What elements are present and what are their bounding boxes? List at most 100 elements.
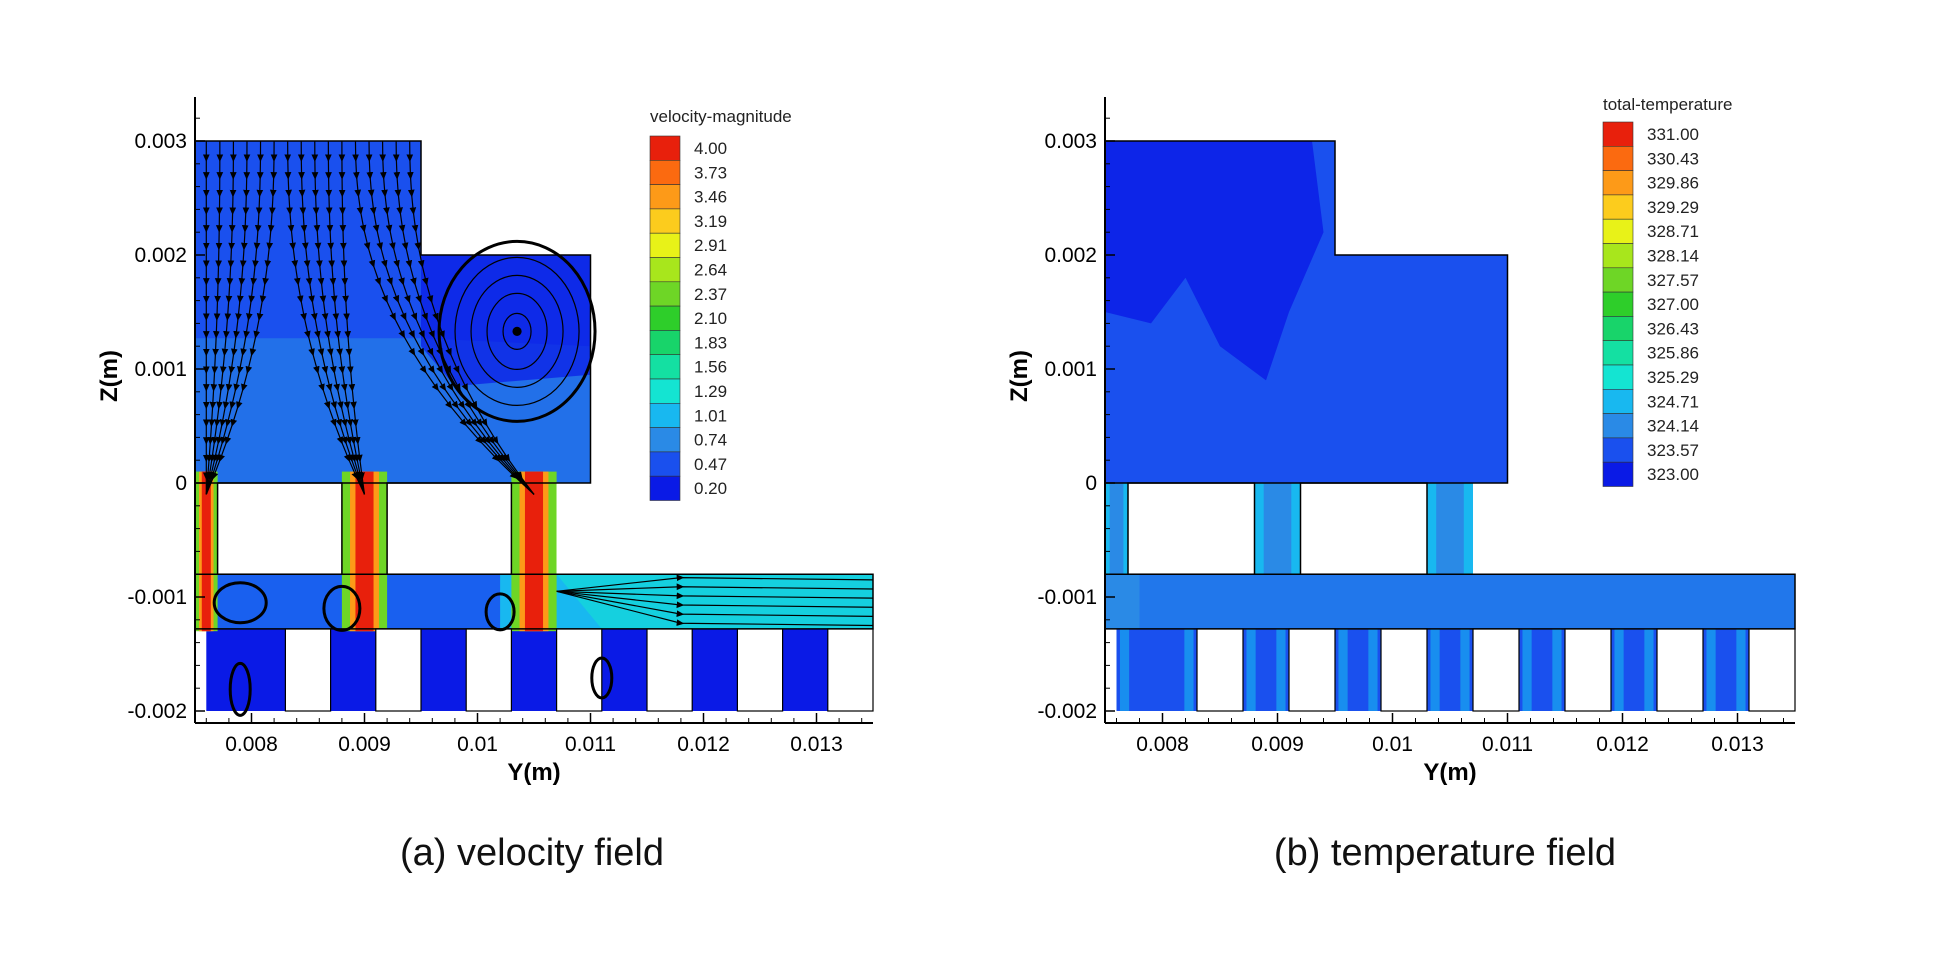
fin-gap-warm-edge [1706,628,1716,711]
streamline [556,590,874,600]
legend-label: 1.83 [694,333,727,352]
legend-label: 331.00 [1647,125,1699,144]
y-tick-label: -0.001 [127,586,187,609]
vortex-ring [486,292,548,370]
legend-label: 327.57 [1647,271,1699,290]
y-tick-label: 0.002 [134,244,187,267]
x-axis-title: Y(m) [1423,759,1476,786]
legend-label: 330.43 [1647,149,1699,168]
legend-label: 326.43 [1647,319,1699,338]
fin-gap-warm-edge [1460,628,1470,711]
legend: velocity-magnitude 4.00 3.73 3.46 3.19 2.91 2.… [649,107,792,501]
fin-gap-region [601,628,647,711]
fin-gap-warm-edge [1119,628,1130,711]
fin-gap-warm-edge [1522,628,1532,711]
eddy [212,581,268,625]
y-tick-label: -0.002 [127,700,187,723]
vortex-center [512,326,522,336]
legend-label: 328.14 [1647,247,1699,266]
legend-label: 329.29 [1647,198,1699,217]
fin-gap-region [1116,628,1197,711]
legend-swatch [649,135,681,161]
legend-swatch [1602,413,1634,439]
fin-gap-warm-edge [1368,628,1378,711]
eddy [484,592,516,632]
legend-swatch [649,475,681,501]
fin [465,628,513,712]
fin-gap-warm-edge [1644,628,1654,711]
outside-region [556,483,873,575]
legend-label: 3.46 [694,188,727,207]
fin-gap-warm-edge [1338,628,1348,711]
legend-swatch [1602,218,1634,244]
jet [341,471,388,632]
fin [736,628,784,712]
fin-gap-warm-edge [1276,628,1286,711]
fin [1656,628,1704,712]
y-tick-label: 0.003 [134,130,187,153]
solid-block [386,482,513,575]
jet-core-region [1109,483,1124,575]
y-tick-label: 0 [1085,472,1097,495]
fin-gap-warm-edge [1430,628,1440,711]
legend-label: 2.10 [694,309,727,328]
streamline [406,140,535,495]
legend-swatch [1602,316,1634,341]
channel-streak [556,574,873,629]
fin-gap-region [692,628,738,711]
solid-block [216,482,343,575]
legend-swatch [649,257,681,283]
fin-gap-warm-edge [1246,628,1256,711]
streamline [556,590,874,609]
legend-title: total-temperature [1603,95,1732,114]
vortex-ring [502,312,532,350]
x-tick-label: 0.013 [1711,733,1764,756]
fin-gap-warm-edge [1552,628,1562,711]
legend-swatch [1602,194,1634,220]
legend-label: 1.01 [694,406,727,425]
eddy [228,661,252,717]
legend-swatch [649,402,681,428]
fin [555,628,603,712]
y-axis-title: Z(m) [96,350,123,402]
legend-label: 3.73 [694,163,727,182]
cool-region [1105,141,1324,381]
temperature-panel: 0.008 0.009 0.01 0.011 0.012 0.013 0.003 0.002 0… [1006,95,1796,874]
fin [284,628,332,712]
x-tick-label: 0.009 [338,733,391,756]
y-tick-label: 0.003 [1044,130,1097,153]
jet [511,471,557,632]
y-tick-label: 0.001 [134,358,187,381]
fin-gap-warm-edge [1736,628,1746,711]
x-tick-label: 0.013 [790,733,843,756]
x-tick-label: 0.012 [677,733,730,756]
fin-gap-region [782,628,828,711]
legend-swatch [649,160,681,185]
legend-label: 324.14 [1647,417,1699,436]
legend-swatch [1602,121,1634,147]
x-axis-title: Y(m) [507,759,560,786]
jet-core [524,471,544,632]
streamline [556,583,874,592]
legend-label: 1.56 [694,358,727,377]
legend-swatch [649,427,681,453]
fin [827,628,874,712]
y-tick-label: 0.002 [1044,244,1097,267]
legend-swatch [1602,364,1634,390]
fin [1288,628,1336,712]
legend-label: 329.86 [1647,174,1699,193]
legend-label: 0.20 [694,479,727,498]
legend-label: 3.19 [694,212,727,231]
x-tick-label: 0.008 [1136,733,1189,756]
y-tick-label: 0 [175,472,187,495]
y-tick-label: -0.002 [1037,700,1097,723]
streamline [556,590,874,618]
legend-label: 325.86 [1647,344,1699,363]
legend-label: 2.64 [694,261,727,280]
legend-swatch [649,378,681,404]
axes: 0.008 0.009 0.01 0.011 0.012 0.013 0.003 0.002 0… [1006,97,1795,786]
fin-gap-region [421,628,467,711]
jet-core-region [1436,483,1464,575]
legend-label: 2.37 [694,285,727,304]
